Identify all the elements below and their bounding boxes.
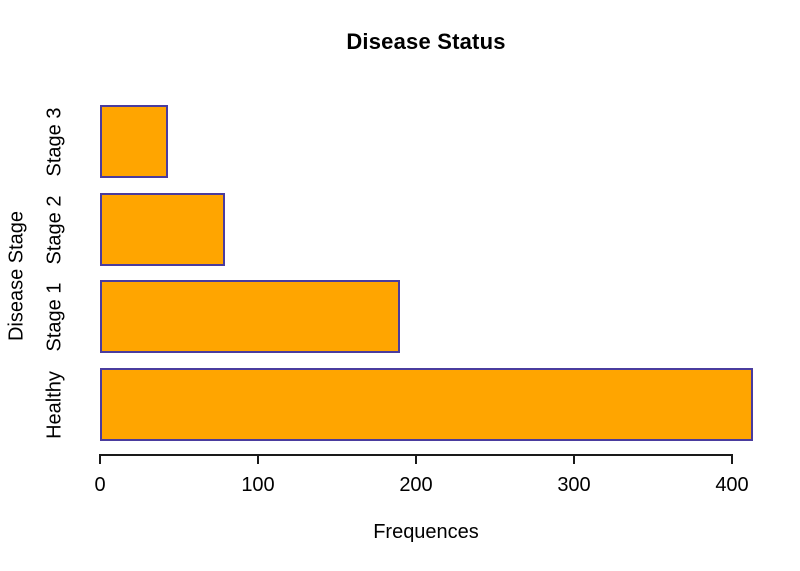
category-label-stage-2: Stage 2: [43, 195, 66, 264]
x-tick-label-400: 400: [715, 474, 749, 496]
x-tick-label-100: 100: [241, 474, 275, 496]
bar-healthy: [100, 368, 753, 441]
x-tick-label-300: 300: [557, 474, 591, 496]
x-tick-200: [415, 455, 417, 464]
category-label-healthy: Healthy: [43, 370, 66, 439]
x-tick-label-0: 0: [94, 474, 106, 496]
x-tick-100: [257, 455, 259, 464]
x-tick-300: [573, 455, 575, 464]
x-axis-label: Frequences: [373, 521, 479, 543]
x-tick-label-200: 200: [399, 474, 433, 496]
x-tick-400: [731, 455, 733, 464]
x-tick-0: [99, 455, 101, 464]
bar-stage-1: [100, 280, 400, 353]
category-label-stage-3: Stage 3: [43, 107, 66, 176]
category-label-stage-1: Stage 1: [43, 282, 66, 351]
y-axis-label: Disease Stage: [5, 210, 28, 342]
bar-stage-2: [100, 193, 225, 266]
bar-stage-3: [100, 105, 168, 178]
chart-title: Disease Status: [346, 29, 506, 54]
